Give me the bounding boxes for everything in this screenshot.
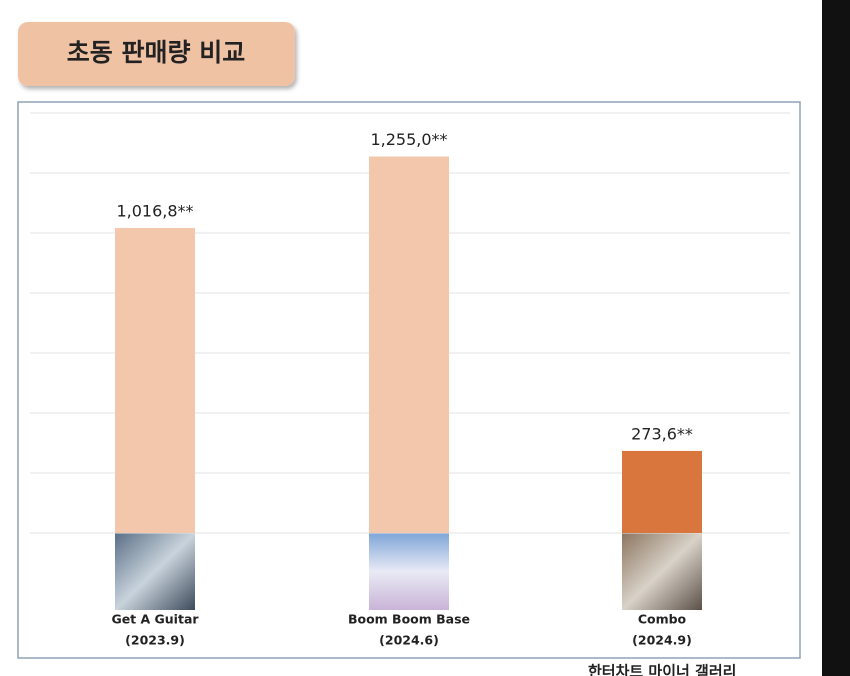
x-tick-label: Combo xyxy=(638,612,687,627)
x-tick-date: (2024.6) xyxy=(379,633,439,648)
x-tick-date: (2024.9) xyxy=(632,633,692,648)
value-label: 1,016,8** xyxy=(116,201,193,220)
bar xyxy=(622,450,702,533)
screen-edge xyxy=(822,0,850,676)
album-cover xyxy=(622,533,702,610)
title-box xyxy=(18,22,295,86)
value-label: 273,6** xyxy=(631,424,693,443)
bar xyxy=(115,227,195,533)
chart-frame xyxy=(17,101,801,659)
x-tick-date: (2023.9) xyxy=(125,633,185,648)
chart-title: 초동 판매량 비교 xyxy=(67,38,245,67)
bar xyxy=(369,156,449,533)
x-tick-label: Boom Boom Base xyxy=(348,612,470,627)
album-cover xyxy=(115,533,195,610)
source: 한터차트 마이너 갤러리 xyxy=(588,663,736,676)
value-label: 1,255,0** xyxy=(370,130,447,149)
album-cover xyxy=(369,533,449,610)
x-tick-label: Get A Guitar xyxy=(111,612,199,627)
